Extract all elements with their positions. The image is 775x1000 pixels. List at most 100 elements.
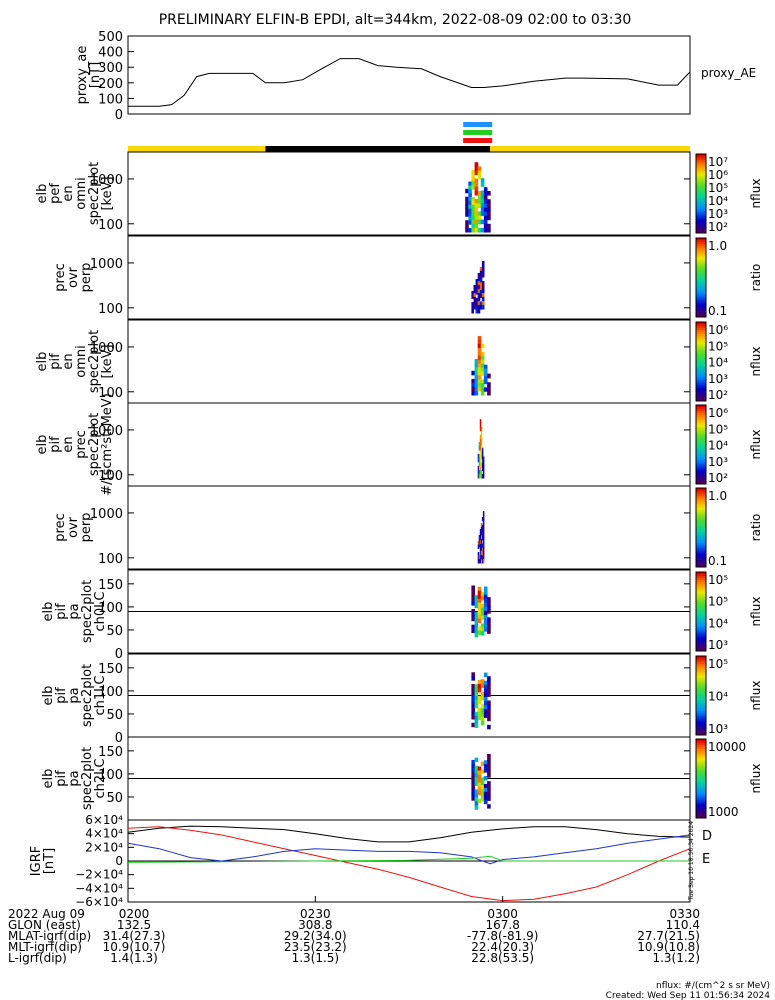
heatmap-cell — [471, 597, 475, 602]
heatmap-cell — [471, 378, 475, 384]
heatmap-cell — [478, 474, 481, 479]
colorbar-cell — [696, 311, 706, 314]
heatmap-cell — [481, 547, 484, 552]
heatmap-cell — [480, 474, 483, 479]
heatmap-cell — [482, 473, 485, 479]
colorbar-cell — [696, 169, 706, 173]
colorbar-cell — [696, 179, 706, 183]
colorbar-cell — [696, 541, 706, 544]
heatmap-cell — [487, 680, 491, 685]
colorbar-cell — [696, 482, 706, 485]
spec-ylabel-line: en — [61, 353, 76, 369]
colorbar-cell — [696, 679, 706, 683]
heatmap-cell — [483, 364, 488, 369]
colorbar-cell — [696, 549, 706, 552]
heatmap-cell — [483, 764, 488, 769]
heatmap-cell — [483, 602, 488, 608]
heatmap-cell — [487, 625, 491, 630]
heatmap-cell — [483, 598, 488, 604]
heatmap-cell — [480, 607, 485, 613]
heatmap-cell — [480, 769, 485, 774]
colorbar-cell — [696, 794, 706, 797]
colorbar-cell — [696, 363, 706, 366]
heatmap-cell — [487, 621, 491, 626]
heatmap-cell — [471, 722, 475, 728]
heatmap-cell — [481, 528, 484, 533]
heatmap-cell — [477, 363, 482, 368]
heatmap-cell — [479, 536, 482, 541]
orbit-bar-black — [265, 146, 491, 152]
page-title: PRELIMINARY ELFIN-B EPDI, alt=344km, 202… — [159, 12, 632, 28]
colorbar-title: nflux — [749, 681, 763, 711]
colorbar-cell — [696, 509, 706, 513]
colorbar-cell — [696, 607, 706, 610]
colorbar-cell — [696, 533, 706, 536]
colorbar-cell — [696, 521, 706, 525]
heatmap-cell — [487, 796, 491, 801]
colorbar-cell — [696, 303, 706, 306]
colorbar-cell — [696, 255, 706, 259]
colorbar-cell — [696, 207, 706, 210]
colorbar-cell — [696, 217, 706, 220]
colorbar-cell — [696, 177, 706, 181]
heatmap-cell — [471, 212, 475, 217]
heatmap-cell — [487, 382, 491, 387]
colorbar-cell — [696, 631, 706, 634]
heatmap-cell — [478, 535, 481, 540]
spec-ylabel-line: elb — [41, 769, 56, 789]
colorbar-cell — [696, 673, 706, 677]
heatmap-cell — [474, 628, 479, 634]
spec-ylabel-line: pif — [54, 603, 69, 620]
heatmap-cell — [474, 379, 479, 384]
heatmap-cell — [483, 207, 488, 213]
spec-tick-label: 1000 — [90, 257, 123, 272]
colorbar-cell — [696, 713, 706, 716]
colorbar-cell — [696, 414, 706, 418]
colorbar-cell — [696, 760, 706, 764]
heatmap-cell — [479, 540, 482, 545]
spec-ylabel-line: prec — [74, 430, 89, 458]
colorbar-cell — [696, 587, 706, 591]
heatmap-cell — [487, 765, 491, 770]
colorbar-cell — [696, 474, 706, 477]
heatmap-cell — [481, 559, 484, 564]
heatmap-cell — [481, 517, 484, 522]
heatmap-cell — [474, 227, 479, 233]
colorbar-cell — [696, 420, 706, 424]
colorbar-cell — [696, 577, 706, 581]
colorbar-cell — [696, 539, 706, 542]
colorbar-label: 1000 — [708, 805, 739, 819]
colorbar-cell — [696, 225, 706, 228]
igrf-tick-label: 4×10⁴ — [85, 827, 123, 841]
heatmap-cell — [487, 700, 491, 705]
colorbar-title-text: nflux — [749, 597, 763, 627]
spec-ylabel-line: pif — [48, 353, 63, 370]
colorbar-cell — [696, 424, 706, 428]
colorbar-cell — [696, 667, 706, 671]
heatmap-cell — [477, 219, 482, 225]
spec-ylabel-line: omni — [74, 345, 89, 377]
colorbar-cell — [696, 658, 706, 661]
heatmap-cell — [468, 189, 472, 194]
colorbar-cell — [696, 661, 706, 665]
heatmap-cell — [480, 383, 485, 388]
colorbar-cell — [696, 750, 706, 754]
colorbar-cell — [696, 381, 706, 384]
colorbar-cell — [696, 245, 706, 249]
colorbar-label: 10⁷ — [708, 155, 728, 169]
colorbar-cell — [696, 397, 706, 400]
heatmap-cell — [487, 597, 491, 602]
colorbar-title: nflux — [749, 347, 763, 377]
heatmap-cell — [477, 457, 480, 463]
heatmap-cell — [480, 603, 485, 609]
ae-tick-label: 200 — [98, 77, 123, 92]
igrf-tick-label: −4×10⁴ — [75, 881, 123, 895]
heatmap-cell — [481, 462, 484, 468]
colorbar-cell — [696, 576, 706, 579]
heatmap-cell — [479, 426, 482, 432]
heatmap-cell — [471, 672, 475, 677]
heatmap-cell — [483, 610, 488, 616]
heatmap-cell — [480, 611, 485, 617]
heatmap-cell — [483, 227, 488, 233]
